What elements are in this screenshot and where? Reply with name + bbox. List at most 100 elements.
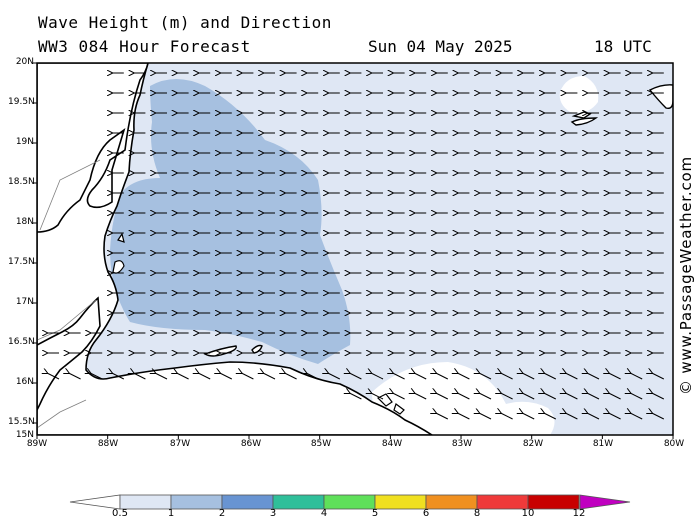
island-mosquito-cays bbox=[376, 393, 405, 415]
colorbar-label-4: 4 bbox=[320, 508, 328, 519]
colorbar-label-12: 12 bbox=[572, 508, 586, 519]
wave-arrow bbox=[522, 373, 535, 380]
lat-label-19n: 19N bbox=[15, 137, 34, 147]
colorbar-segment bbox=[323, 494, 376, 510]
wave-arrow bbox=[522, 413, 535, 420]
lon-label-85w: 85W bbox=[310, 439, 332, 449]
wave-arrow bbox=[565, 413, 578, 420]
country-border-belize-guatemala bbox=[37, 159, 101, 341]
colorbar-label-10: 10 bbox=[521, 508, 535, 519]
wave-arrow bbox=[198, 373, 211, 380]
colorbar-segment bbox=[119, 494, 172, 510]
wave-arrow bbox=[263, 373, 276, 380]
wave-arrow bbox=[414, 393, 427, 400]
colorbar-segment bbox=[476, 494, 529, 510]
wave-arrow bbox=[565, 393, 578, 400]
model-run-label: WW3 084 Hour Forecast bbox=[38, 37, 251, 56]
wave-arrow bbox=[220, 373, 233, 380]
wave-arrow bbox=[328, 373, 341, 380]
wave-arrow bbox=[479, 413, 492, 420]
wave-arrow bbox=[393, 393, 405, 400]
colorbar-segment bbox=[374, 494, 427, 510]
colorbar-label-3: 3 bbox=[269, 508, 277, 519]
wave-arrow bbox=[177, 373, 189, 380]
lon-label-80w: 80W bbox=[663, 439, 685, 449]
wave-arrow bbox=[457, 393, 470, 400]
colorbar-segment bbox=[425, 494, 478, 510]
lon-label-89w: 89W bbox=[26, 439, 48, 449]
colorbar-segment bbox=[272, 494, 325, 510]
wave-arrow bbox=[69, 373, 81, 380]
lon-label-88w: 88W bbox=[97, 439, 119, 449]
wave-arrow bbox=[371, 393, 384, 400]
lon-label-83w: 83W bbox=[451, 439, 473, 449]
colorbar-label-0-5: 0.5 bbox=[112, 508, 128, 519]
wave-arrow bbox=[565, 373, 578, 380]
calm-area-northeast bbox=[559, 76, 599, 113]
lon-label-82w: 82W bbox=[522, 439, 544, 449]
island-grand-cayman bbox=[570, 117, 599, 126]
lon-label-86w: 86W bbox=[240, 439, 262, 449]
colorbar-label-8: 8 bbox=[473, 508, 481, 519]
colorbar-low-arrow bbox=[69, 494, 121, 510]
lat-label-15n: 15N bbox=[15, 430, 34, 440]
lon-label-84w: 84W bbox=[381, 439, 403, 449]
island-guanaja bbox=[251, 344, 263, 354]
wave-height-colorbar bbox=[69, 494, 631, 510]
lon-label-81w: 81W bbox=[592, 439, 614, 449]
wave-arrow bbox=[457, 373, 470, 380]
wave-arrow bbox=[501, 393, 513, 400]
wave-arrow bbox=[609, 393, 621, 400]
axis-ticks bbox=[33, 62, 674, 439]
wave-arrow bbox=[436, 393, 449, 400]
wave-arrow bbox=[436, 413, 449, 420]
wave-arrow bbox=[436, 373, 449, 380]
lat-label-16-5n: 16.5N bbox=[8, 337, 35, 347]
colorbar-high-arrow bbox=[579, 494, 631, 510]
wave-direction-arrows bbox=[47, 73, 665, 420]
wave-arrow bbox=[544, 393, 557, 400]
wave-arrow bbox=[479, 373, 492, 380]
wave-arrow bbox=[414, 373, 427, 380]
wave-arrow bbox=[285, 373, 297, 380]
country-border-guatemala-honduras bbox=[37, 399, 87, 429]
lat-label-19-5n: 19.5N bbox=[8, 97, 35, 107]
wave-arrow bbox=[90, 373, 103, 380]
colorbar-label-5: 5 bbox=[371, 508, 379, 519]
colorbar-label-6: 6 bbox=[422, 508, 430, 519]
wave-arrow bbox=[630, 393, 643, 400]
colorbar-segment bbox=[170, 494, 223, 510]
colorbar-segment bbox=[221, 494, 274, 510]
wave-arrow bbox=[522, 393, 535, 400]
lat-label-20n: 20N bbox=[15, 57, 34, 67]
wave-arrow bbox=[652, 373, 665, 380]
wave-arrow bbox=[457, 413, 470, 420]
wave-arrow bbox=[349, 393, 362, 400]
wave-arrow bbox=[587, 373, 600, 380]
wave-arrow bbox=[306, 373, 319, 380]
colorbar-label-2: 2 bbox=[218, 508, 226, 519]
lat-label-18-5n: 18.5N bbox=[8, 177, 35, 187]
wave-arrow bbox=[652, 393, 665, 400]
lat-label-17n: 17N bbox=[15, 297, 34, 307]
wave-arrow bbox=[609, 413, 621, 420]
plot-frame bbox=[36, 62, 674, 436]
colorbar-segment bbox=[527, 494, 580, 510]
wave-arrow bbox=[630, 413, 643, 420]
wave-arrow bbox=[609, 373, 621, 380]
island-jamaica-edge bbox=[648, 84, 673, 110]
wave-arrow bbox=[544, 373, 557, 380]
chart-title: Wave Height (m) and Direction bbox=[38, 13, 332, 32]
wave-arrow bbox=[155, 373, 168, 380]
wave-arrow bbox=[587, 393, 600, 400]
colorbar-label-1: 1 bbox=[167, 508, 175, 519]
forecast-date: Sun 04 May 2025 bbox=[368, 37, 513, 56]
wave-arrow bbox=[544, 413, 557, 420]
wave-arrow bbox=[371, 373, 384, 380]
forecast-time: 18 UTC bbox=[594, 37, 652, 56]
wave-arrow bbox=[133, 373, 146, 380]
wave-arrow bbox=[501, 413, 513, 420]
wave-arrow bbox=[112, 373, 125, 380]
wave-arrow bbox=[241, 373, 254, 380]
